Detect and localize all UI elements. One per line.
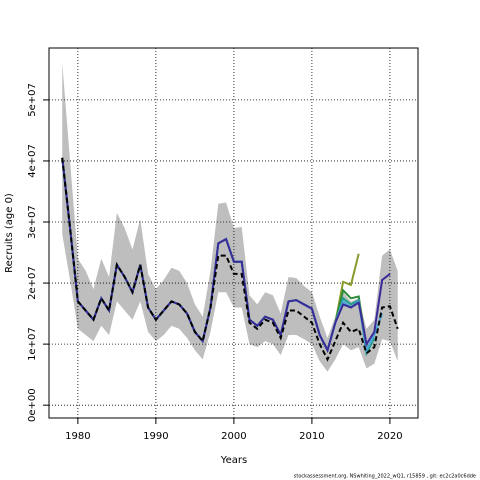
x-tick-label: 2000 xyxy=(221,431,246,442)
x-tick-label: 1990 xyxy=(143,431,168,442)
y-tick-label: 2e+07 xyxy=(27,266,38,300)
y-tick-label: 1e+07 xyxy=(27,327,38,361)
y-tick-label: 5e+07 xyxy=(27,83,38,117)
x-tick-label: 1980 xyxy=(65,431,90,442)
x-tick-label: 2010 xyxy=(299,431,324,442)
y-tick-label: 4e+07 xyxy=(27,144,38,178)
x-tick-label: 2020 xyxy=(377,431,402,442)
x-axis-label: Years xyxy=(220,455,247,466)
y-tick-label: 0e+00 xyxy=(27,388,38,422)
footnote: stockassessment.org, NSwhiting_2022_wQ1,… xyxy=(294,474,476,480)
y-axis-label: Recruits (age 0) xyxy=(4,193,15,273)
y-tick-label: 3e+07 xyxy=(27,205,38,239)
